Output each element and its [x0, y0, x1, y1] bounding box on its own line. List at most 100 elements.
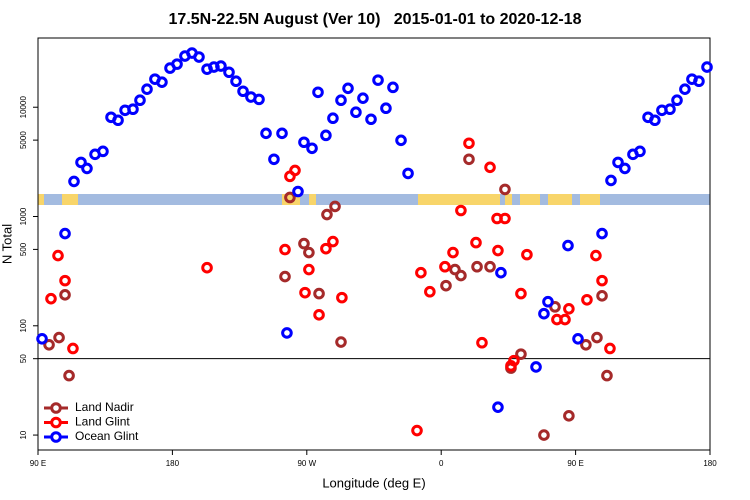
- data-point: [562, 239, 574, 252]
- data-point: [619, 162, 631, 175]
- data-point: [591, 331, 603, 344]
- data-point: [141, 83, 153, 95]
- land-band: [548, 194, 572, 205]
- data-point: [357, 92, 369, 104]
- data-point: [327, 235, 339, 248]
- data-point: [237, 85, 249, 98]
- plot-frame: [37, 37, 711, 451]
- x-axis-label: Longitude (deg E): [322, 475, 425, 490]
- data-point: [335, 336, 347, 348]
- x-tick-label: 180: [166, 459, 180, 468]
- data-point: [36, 333, 48, 345]
- data-point: [313, 287, 325, 300]
- data-point: [538, 307, 550, 320]
- land-band: [309, 194, 316, 205]
- data-point: [664, 103, 676, 116]
- data-point: [649, 114, 661, 127]
- data-point: [284, 191, 296, 204]
- data-point: [530, 361, 542, 373]
- data-point: [596, 227, 608, 240]
- data-point: [67, 342, 79, 355]
- data-point: [313, 309, 325, 321]
- data-point: [336, 291, 348, 304]
- data-point: [596, 274, 608, 287]
- data-point: [268, 153, 280, 166]
- land-band: [418, 194, 500, 205]
- data-point: [515, 287, 527, 300]
- x-tick-label: 90 W: [297, 459, 316, 468]
- data-point: [671, 94, 683, 107]
- land-ocean-strip: [38, 194, 710, 205]
- data-point: [402, 167, 414, 180]
- data-point: [329, 200, 341, 213]
- y-tick-label: 5000: [19, 131, 28, 149]
- data-point: [590, 249, 602, 262]
- data-point: [572, 333, 584, 345]
- data-point: [542, 295, 554, 308]
- data-point: [134, 94, 146, 107]
- land-band: [520, 194, 540, 205]
- x-tick-label: 90 E: [567, 459, 583, 468]
- land-band: [580, 194, 600, 205]
- data-point: [495, 266, 507, 279]
- data-point: [439, 260, 451, 273]
- data-point: [455, 204, 467, 217]
- data-point: [449, 263, 461, 276]
- data-point: [171, 58, 183, 70]
- legend-label: Land Glint: [75, 415, 130, 429]
- land-band: [505, 194, 512, 205]
- legend-label: Land Nadir: [75, 400, 134, 414]
- data-point: [75, 156, 87, 169]
- data-point: [559, 313, 571, 326]
- data-point: [372, 74, 384, 86]
- land-band: [38, 194, 44, 205]
- data-point: [43, 338, 55, 351]
- data-point: [463, 137, 475, 150]
- legend-label: Ocean Glint: [75, 429, 139, 443]
- data-point: [156, 76, 168, 88]
- y-tick-label: 500: [19, 242, 28, 256]
- data-point: [312, 86, 324, 99]
- data-point: [463, 153, 475, 166]
- data-point: [215, 60, 227, 72]
- data-point: [81, 162, 93, 175]
- y-tick-label: 100: [19, 319, 28, 333]
- data-point: [303, 263, 315, 276]
- chart-title: 17.5N-22.5N August (Ver 10) 2015-01-01 t…: [169, 11, 582, 28]
- data-point: [63, 369, 75, 382]
- data-point: [52, 249, 64, 262]
- data-point: [634, 145, 646, 158]
- data-point: [411, 424, 423, 437]
- data-point: [112, 114, 124, 127]
- data-point: [223, 66, 235, 79]
- data-point: [380, 102, 392, 115]
- data-point: [492, 401, 504, 413]
- data-point: [499, 212, 511, 225]
- data-point: [580, 338, 592, 351]
- data-point: [276, 127, 288, 140]
- data-point: [581, 293, 593, 306]
- data-point: [471, 260, 483, 273]
- data-point: [327, 112, 339, 125]
- data-point: [440, 279, 452, 292]
- data-point: [499, 183, 511, 196]
- y-axis-label: N Total: [0, 224, 14, 264]
- data-point: [455, 269, 467, 282]
- data-point: [68, 175, 80, 188]
- data-point: [693, 75, 705, 88]
- y-tick-label: 10000: [19, 96, 28, 119]
- data-point: [538, 429, 550, 441]
- land-band: [282, 194, 300, 205]
- data-point: [424, 285, 436, 298]
- data-point: [521, 248, 533, 261]
- land-band: [62, 194, 78, 205]
- data-point: [596, 290, 608, 302]
- data-point: [515, 348, 527, 360]
- data-point: [563, 410, 575, 422]
- data-point: [549, 301, 561, 313]
- data-point: [281, 327, 293, 339]
- data-point: [320, 242, 332, 255]
- data-point: [279, 243, 291, 256]
- data-point: [605, 174, 617, 187]
- data-point: [447, 246, 459, 259]
